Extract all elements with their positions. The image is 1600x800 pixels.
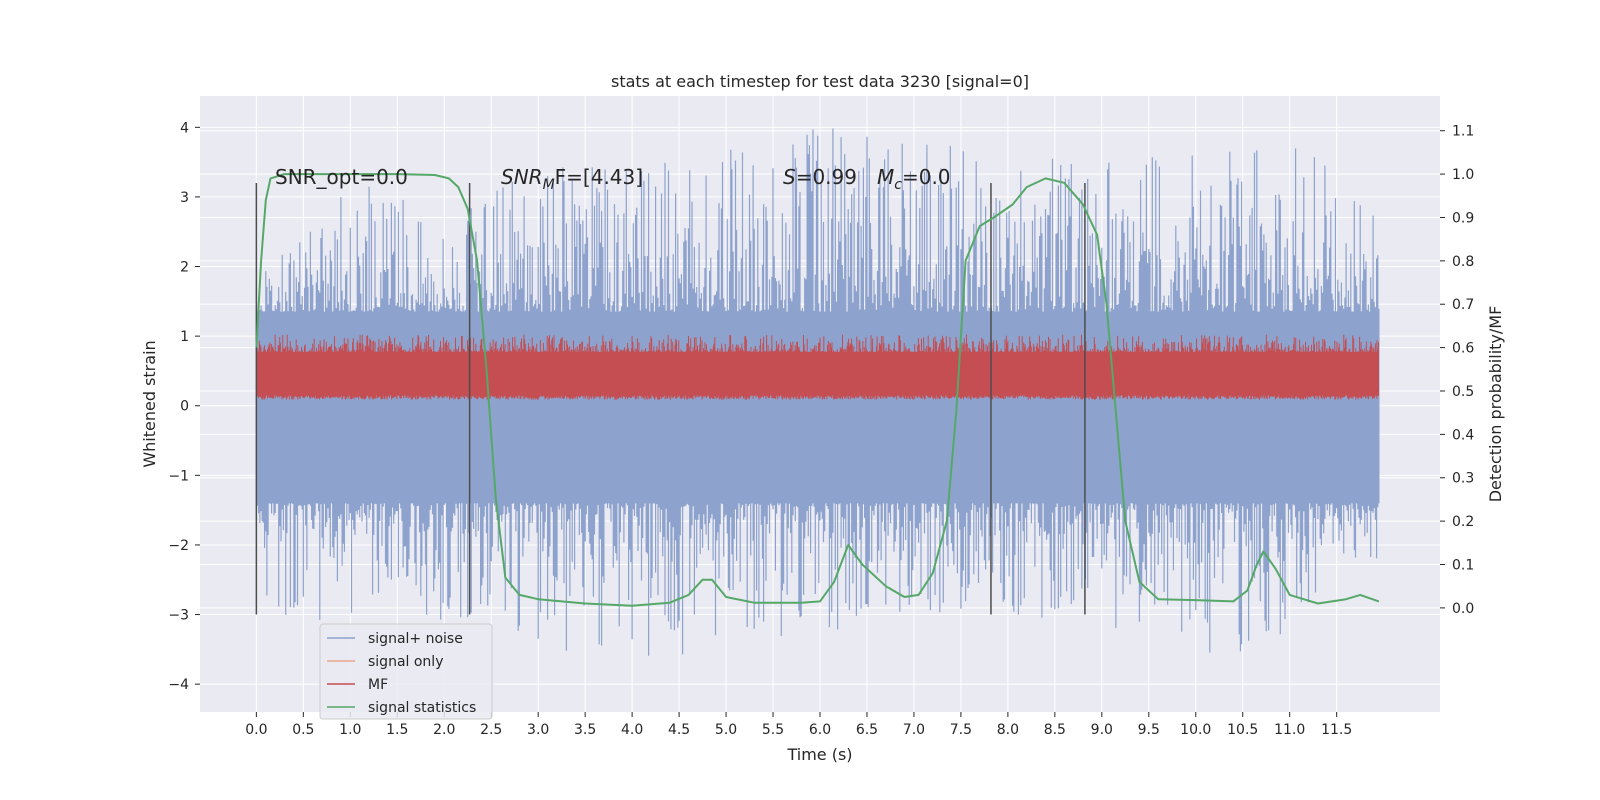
x-tick-label: 9.0 [1091, 722, 1113, 738]
x-axis: 0.0 0.5 1.0 1.5 2.0 2.5 3.0 3.5 4.0 4.5 5.0 5.5 6.0 6… [245, 712, 1352, 738]
x-tick-label: 6.5 [856, 722, 878, 738]
x-tick-label: 3.5 [574, 722, 596, 738]
legend-box [319, 623, 493, 720]
legend-label-signal-noise: signal+ noise [368, 631, 463, 647]
mc-value: =0.0 [902, 165, 951, 189]
x-tick-label: 2.0 [433, 722, 455, 738]
x-tick-label: 3.0 [527, 722, 549, 738]
y-axis: 4 3 2 1 0 −1 −2 −3 −4 [168, 120, 200, 693]
x-tick-label: 4.5 [668, 722, 690, 738]
y-right-tick-label: 0.9 [1452, 210, 1474, 226]
x-axis-label: Time (s) [786, 745, 852, 764]
s-annotation: S=0.99 [783, 165, 857, 189]
legend-label-signal-only: signal only [368, 654, 443, 670]
signal-statistics-series [255, 173, 1380, 607]
x-tick-label: 4.0 [621, 722, 643, 738]
y-axis-label: Whitened strain [140, 340, 159, 467]
y-right-tick-label: 0.5 [1452, 384, 1474, 400]
x-tick-label: 5.0 [715, 722, 737, 738]
legend: signal+ noise signal only MF signal stat… [319, 623, 493, 720]
y-right-tick-label: 0.7 [1452, 297, 1474, 313]
y-right-tick-label: 0.2 [1452, 514, 1474, 530]
x-tick-label: 5.5 [762, 722, 784, 738]
legend-label-signal-statistics: signal statistics [368, 700, 476, 716]
y-right-tick-label: 0.1 [1452, 558, 1474, 574]
y-axis-right-label: Detection probability/MF [1486, 306, 1505, 503]
y-right-tick-label: 0.4 [1452, 427, 1474, 443]
y-tick-label: 2 [180, 260, 189, 276]
x-tick-label: 1.5 [386, 722, 408, 738]
y-tick-label: −1 [168, 468, 189, 484]
y-right-tick-label: 0.0 [1452, 601, 1474, 617]
snr-mf-annotation: SNRMF=[4.43] [501, 165, 643, 193]
y-axis-right: 1.1 1.0 0.9 0.8 0.7 0.6 0.5 0.4 0.3 0.2 0.1 0.0 [1440, 124, 1474, 617]
x-tick-label: 11.5 [1321, 722, 1352, 738]
s-value: =0.99 [796, 165, 857, 189]
y-tick-label: 3 [180, 190, 189, 206]
snr-opt-annotation: SNR_opt=0.0 [275, 165, 408, 189]
x-tick-label: 1.0 [339, 722, 361, 738]
x-tick-label: 0.5 [292, 722, 314, 738]
y-right-tick-label: 0.6 [1452, 341, 1474, 357]
mf-series [255, 334, 1379, 400]
vertical-markers [255, 183, 1086, 615]
y-right-tick-label: 0.3 [1452, 471, 1474, 487]
x-tick-label: 10.5 [1227, 722, 1258, 738]
signal-statistics-line [255, 173, 1380, 607]
x-tick-label: 6.0 [809, 722, 831, 738]
mc-annotation: Mc=0.0 [877, 165, 951, 193]
y-right-tick-label: 1.1 [1452, 124, 1474, 140]
mc-subscript: c [894, 177, 902, 193]
s-variable: S [783, 165, 796, 189]
y-right-tick-label: 0.8 [1452, 254, 1474, 270]
snr-mf-subscript: M [543, 177, 555, 193]
snr-mf-value: F=[4.43] [555, 165, 643, 189]
x-tick-label: 2.5 [480, 722, 502, 738]
mc-variable: M [877, 165, 894, 189]
chart-title: stats at each timestep for test data 323… [611, 72, 1029, 91]
x-tick-label: 7.0 [903, 722, 925, 738]
y-tick-label: −4 [168, 677, 189, 693]
x-tick-label: 7.5 [950, 722, 972, 738]
x-tick-label: 8.5 [1044, 722, 1066, 738]
legend-label-mf: MF [368, 677, 388, 693]
y-tick-label: −2 [168, 538, 189, 554]
y-tick-label: 0 [180, 399, 189, 415]
snr-mf-prefix: SNR [501, 165, 543, 189]
y-tick-label: 1 [180, 329, 189, 345]
y-tick-label: 4 [180, 120, 189, 136]
x-tick-label: 0.0 [245, 722, 267, 738]
x-tick-label: 8.0 [997, 722, 1019, 738]
x-tick-label: 9.5 [1138, 722, 1160, 738]
x-tick-label: 10.0 [1180, 722, 1211, 738]
x-tick-label: 11.0 [1274, 722, 1305, 738]
y-right-tick-label: 1.0 [1452, 167, 1474, 183]
y-tick-label: −3 [168, 608, 189, 624]
